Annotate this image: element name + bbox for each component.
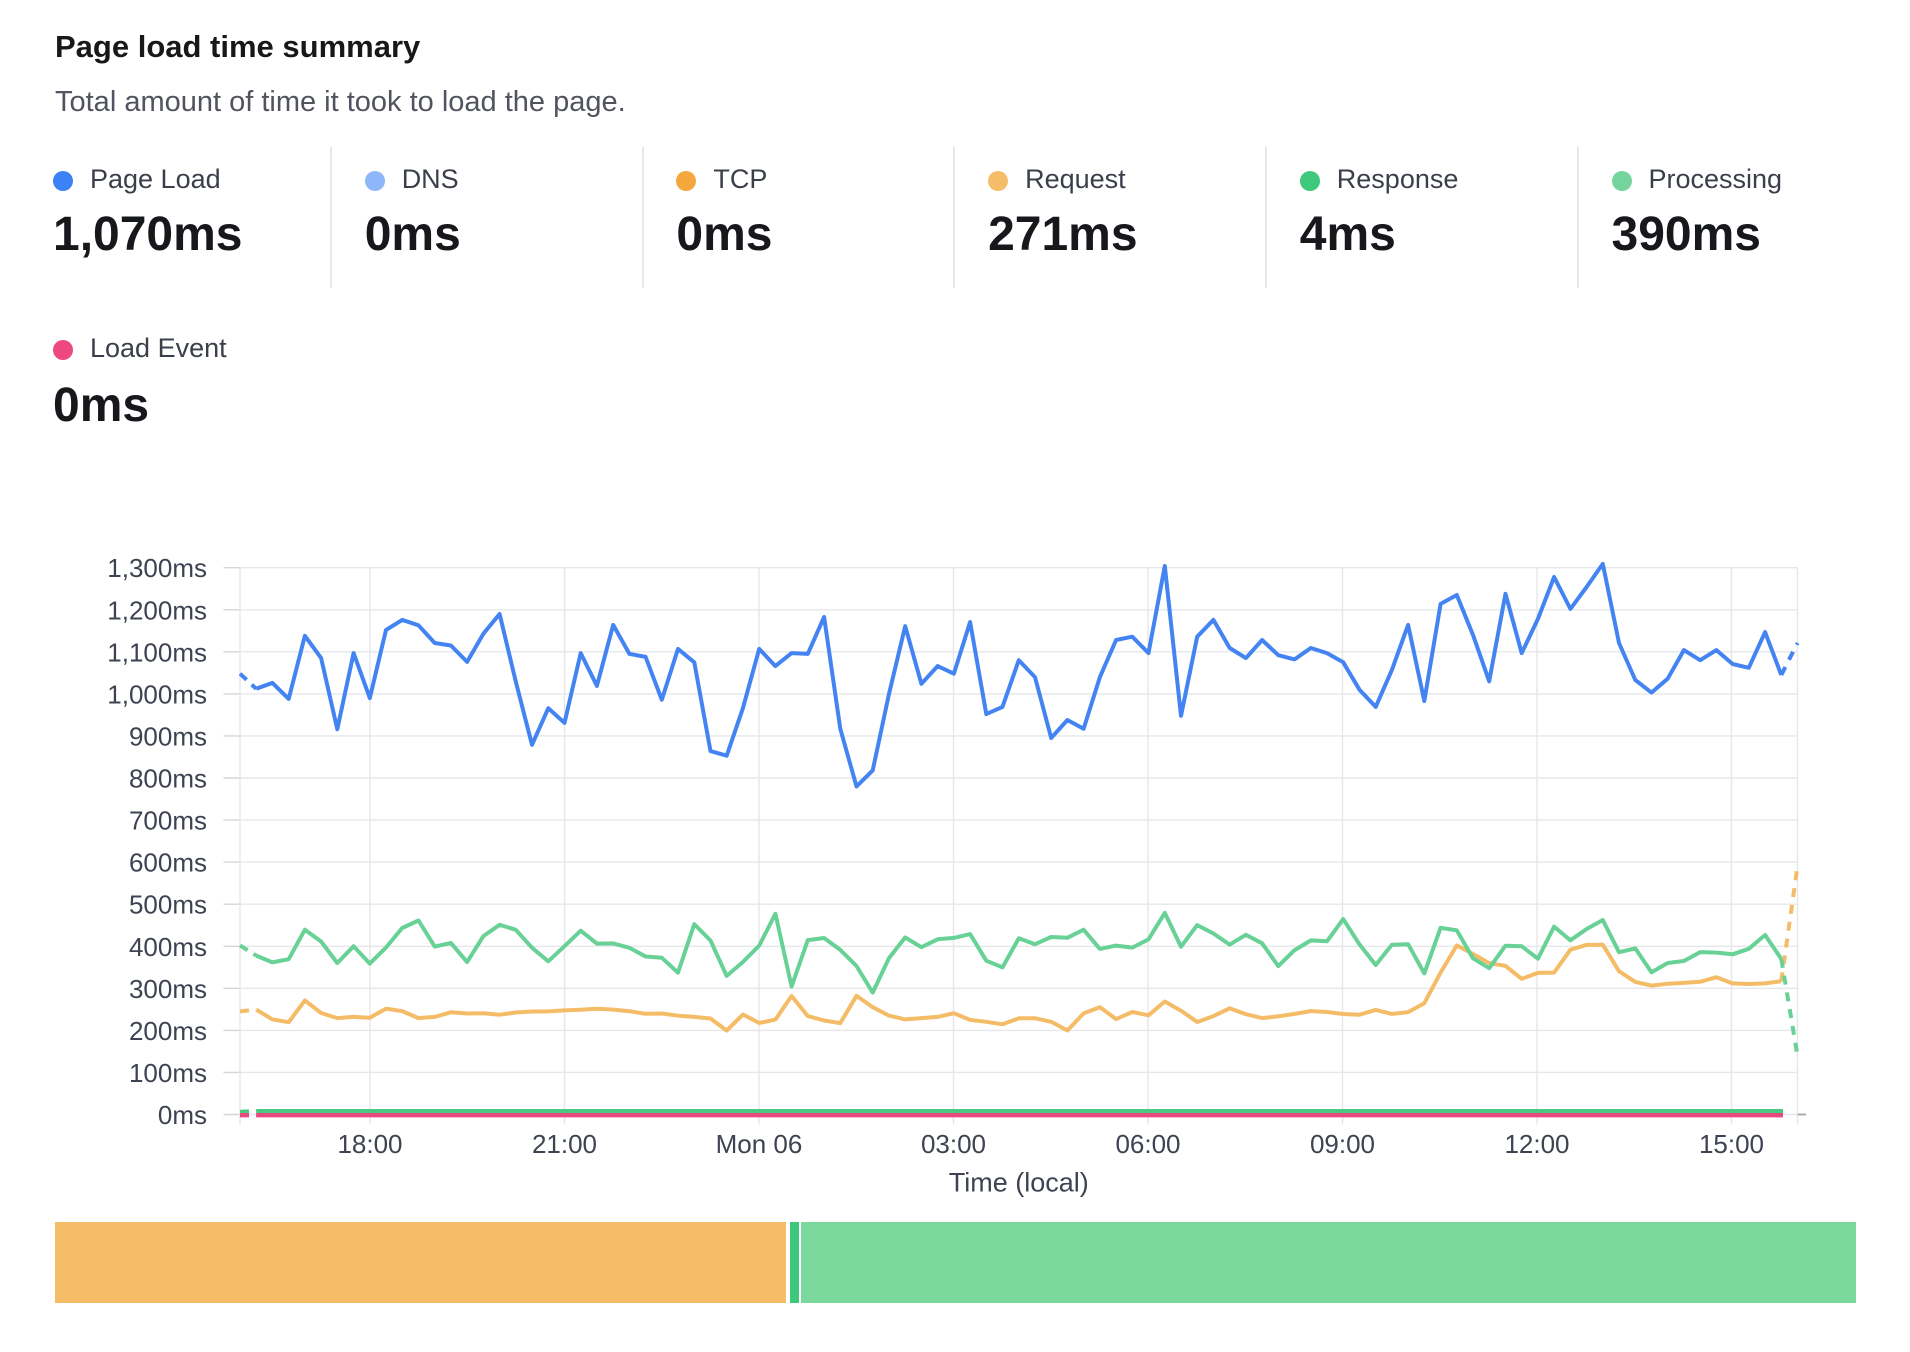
svg-text:15:00: 15:00 [1699, 1129, 1764, 1159]
svg-text:06:00: 06:00 [1115, 1129, 1180, 1159]
svg-text:600ms: 600ms [129, 848, 207, 878]
svg-text:1,200ms: 1,200ms [107, 595, 207, 625]
svg-text:12:00: 12:00 [1504, 1129, 1569, 1159]
svg-text:03:00: 03:00 [921, 1129, 986, 1159]
svg-text:400ms: 400ms [129, 932, 207, 962]
svg-text:1,100ms: 1,100ms [107, 637, 207, 667]
svg-text:500ms: 500ms [129, 890, 207, 920]
svg-text:1,000ms: 1,000ms [107, 679, 207, 709]
svg-text:0ms: 0ms [158, 1100, 207, 1130]
svg-text:900ms: 900ms [129, 721, 207, 751]
svg-text:800ms: 800ms [129, 764, 207, 794]
svg-text:700ms: 700ms [129, 806, 207, 836]
svg-text:100ms: 100ms [129, 1058, 207, 1088]
svg-text:18:00: 18:00 [337, 1129, 402, 1159]
svg-text:200ms: 200ms [129, 1016, 207, 1046]
svg-text:09:00: 09:00 [1310, 1129, 1375, 1159]
svg-text:Time (local): Time (local) [949, 1168, 1089, 1198]
svg-text:21:00: 21:00 [532, 1129, 597, 1159]
svg-text:1,300ms: 1,300ms [107, 553, 207, 583]
svg-text:Mon 06: Mon 06 [716, 1129, 803, 1159]
svg-text:300ms: 300ms [129, 974, 207, 1004]
